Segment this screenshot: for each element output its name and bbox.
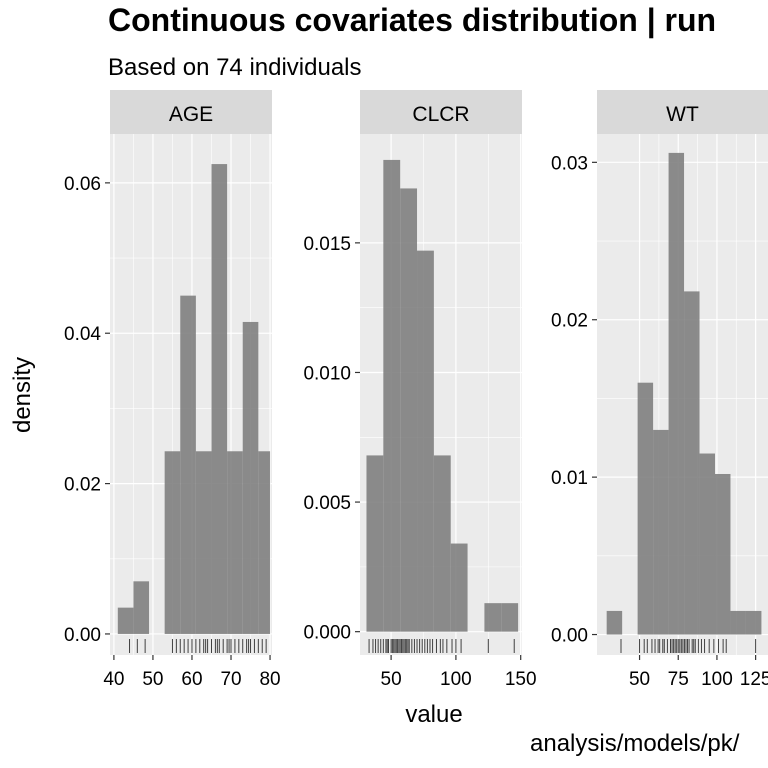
facet-label-clcr: CLCR <box>412 103 469 126</box>
chart-subtitle: Based on 74 individuals <box>108 54 362 81</box>
histogram-bar <box>484 603 502 632</box>
histogram-bar <box>400 188 418 632</box>
x-tick-label: 50 <box>381 669 402 690</box>
x-tick-label: 125 <box>740 669 768 690</box>
histogram-bar <box>653 429 669 635</box>
x-tick-label: 75 <box>668 669 689 690</box>
histogram-bar <box>164 451 181 634</box>
panel-age <box>110 134 272 655</box>
x-tick-label: 60 <box>181 669 202 690</box>
y-tick-label: 0.03 <box>551 153 588 174</box>
histogram-bar <box>195 451 212 634</box>
histogram-bar <box>606 610 623 635</box>
x-tick-label: 50 <box>629 669 650 690</box>
panel-clcr <box>360 134 522 655</box>
histogram-bar <box>637 382 654 635</box>
histogram-bar <box>366 455 384 632</box>
histogram-bar <box>417 250 434 632</box>
histogram-bar <box>242 321 259 634</box>
y-tick-label: 0.005 <box>303 493 351 514</box>
facet-strip-age <box>110 90 272 134</box>
histogram-bar <box>699 453 715 635</box>
histogram-bar <box>211 164 228 634</box>
y-tick-label: 0.04 <box>64 324 101 345</box>
histogram-bar <box>730 610 746 635</box>
histogram-bar <box>501 603 519 632</box>
y-tick-label: 0.000 <box>303 623 351 644</box>
histogram-bar <box>180 295 196 634</box>
histogram-bar <box>433 455 451 632</box>
x-tick-label: 150 <box>505 669 537 690</box>
y-tick-label: 0.015 <box>303 234 351 255</box>
y-tick-label: 0.010 <box>303 363 351 384</box>
histogram-bar <box>383 159 401 632</box>
y-tick-label: 0.01 <box>551 468 588 489</box>
facet-label-wt: WT <box>666 103 699 126</box>
facet-strip-wt <box>597 90 768 134</box>
facet-strip-clcr <box>360 90 522 134</box>
histogram-bar <box>745 610 762 635</box>
x-tick-label: 50 <box>142 669 163 690</box>
facet-label-age: AGE <box>169 103 213 126</box>
x-tick-label: 40 <box>103 669 124 690</box>
y-tick-label: 0.02 <box>64 475 101 496</box>
histogram-bar <box>668 152 685 635</box>
y-tick-label: 0.00 <box>64 625 101 646</box>
histogram-bar <box>117 607 134 634</box>
histogram-bar <box>133 581 150 634</box>
histogram-bar <box>258 451 271 634</box>
y-axis-label: density <box>9 357 36 433</box>
x-tick-label: 100 <box>701 669 733 690</box>
chart-caption: analysis/models/pk/ <box>530 730 740 757</box>
y-tick-label: 0.00 <box>551 626 588 647</box>
histogram-bar <box>684 291 700 635</box>
chart-title: Continuous covariates distribution | run <box>108 2 717 38</box>
histogram-bar <box>450 543 468 632</box>
y-tick-label: 0.02 <box>551 311 588 332</box>
x-tick-label: 70 <box>220 669 241 690</box>
x-tick-label: 80 <box>259 669 280 690</box>
x-tick-label: 100 <box>440 669 472 690</box>
panel-wt <box>597 134 768 655</box>
histogram-bar <box>714 473 731 635</box>
y-tick-label: 0.06 <box>64 174 101 195</box>
histogram-bar <box>227 451 243 634</box>
x-axis-label: value <box>405 701 462 728</box>
